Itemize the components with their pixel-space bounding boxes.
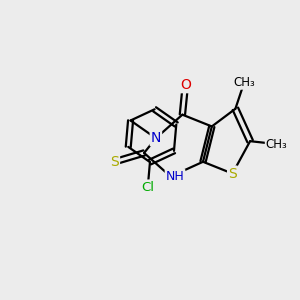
Text: NH: NH — [166, 170, 184, 183]
Text: O: O — [180, 78, 191, 92]
Text: S: S — [110, 155, 119, 169]
Text: CH₃: CH₃ — [266, 138, 287, 151]
Text: CH₃: CH₃ — [233, 76, 255, 89]
Text: S: S — [228, 167, 237, 181]
Text: Cl: Cl — [141, 181, 154, 194]
Text: N: N — [151, 131, 161, 145]
